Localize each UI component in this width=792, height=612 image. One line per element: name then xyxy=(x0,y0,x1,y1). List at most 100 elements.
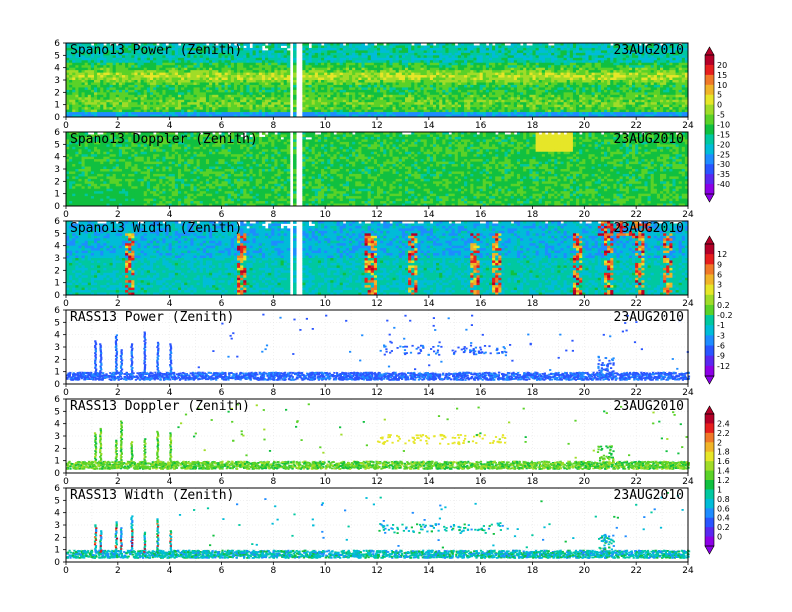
heatmap-cell xyxy=(171,47,176,51)
heatmap-cell xyxy=(467,43,471,46)
heatmap-cell xyxy=(451,112,456,115)
heatmap-cell xyxy=(588,97,592,101)
heatmap-cell xyxy=(286,52,291,56)
heatmap-cell xyxy=(66,87,70,91)
heatmap-cell xyxy=(84,104,89,108)
heatmap-cell xyxy=(159,104,163,108)
heatmap-cell xyxy=(327,75,331,78)
heatmap-cell xyxy=(398,45,403,49)
heatmap-cell xyxy=(265,82,269,86)
heatmap-cell xyxy=(237,104,241,108)
heatmap-cell xyxy=(308,77,313,81)
heatmap-cell xyxy=(143,43,148,46)
heatmap-cell xyxy=(339,57,344,61)
heatmap-cell xyxy=(529,112,533,115)
heatmap-cell xyxy=(78,52,82,56)
heatmap-cell xyxy=(146,97,151,101)
heatmap-cell xyxy=(526,55,530,59)
heatmap-cell xyxy=(112,62,117,66)
heatmap-cell xyxy=(439,77,443,81)
heatmap-cell xyxy=(355,104,359,108)
heatmap-cell xyxy=(125,82,129,86)
heatmap-cell xyxy=(541,57,546,61)
heatmap-cell xyxy=(398,75,403,78)
heatmap-cell xyxy=(196,52,201,56)
heatmap-cell xyxy=(544,72,549,76)
heatmap-cell xyxy=(532,75,537,78)
heatmap-cell xyxy=(358,65,362,69)
heatmap-cell xyxy=(209,89,213,93)
heatmap-cell xyxy=(69,109,73,113)
heatmap-cell xyxy=(140,62,145,66)
heatmap-cell xyxy=(523,70,527,73)
heatmap-cell xyxy=(69,107,73,110)
heatmap-cell xyxy=(526,67,530,71)
heatmap-cell xyxy=(143,89,148,93)
heatmap-cell xyxy=(349,114,353,118)
heatmap-cell xyxy=(532,67,537,71)
heatmap-cell xyxy=(193,92,198,96)
heatmap-cell xyxy=(218,104,222,108)
heatmap-cell xyxy=(109,70,114,73)
heatmap-cell xyxy=(501,45,505,49)
heatmap-cell xyxy=(451,60,456,64)
heatmap-cell xyxy=(265,45,269,49)
heatmap-cell xyxy=(72,75,76,78)
heatmap-cell xyxy=(196,82,201,86)
heatmap-cell xyxy=(159,52,163,56)
heatmap-cell xyxy=(72,114,76,118)
heatmap-cell xyxy=(513,84,518,88)
heatmap-cell xyxy=(439,80,443,83)
heatmap-cell xyxy=(255,47,260,51)
heatmap-cell xyxy=(442,75,446,78)
heatmap-cell xyxy=(233,60,238,64)
heatmap-cell xyxy=(271,97,275,101)
heatmap-cell xyxy=(283,99,288,103)
heatmap-cell xyxy=(268,112,272,115)
heatmap-cell xyxy=(314,70,319,73)
heatmap-cell xyxy=(134,60,138,64)
heatmap-cell xyxy=(81,94,86,98)
heatmap-cell xyxy=(177,57,182,61)
heatmap-cell xyxy=(215,107,219,110)
heatmap-cell xyxy=(277,67,281,71)
heatmap-cell xyxy=(457,45,462,49)
heatmap-cell xyxy=(457,75,462,78)
heatmap-cell xyxy=(327,47,331,51)
heatmap-cell xyxy=(75,99,79,103)
heatmap-cell xyxy=(557,82,561,86)
heatmap-cell xyxy=(205,52,210,56)
heatmap-cell xyxy=(367,112,372,115)
heatmap-cell xyxy=(137,109,142,113)
heatmap-cell xyxy=(355,82,359,86)
heatmap-cell xyxy=(190,57,194,61)
heatmap-cell xyxy=(404,104,409,108)
heatmap-cell xyxy=(90,112,95,115)
heatmap-cell xyxy=(125,45,129,49)
heatmap-cell xyxy=(358,72,362,76)
heatmap-cell xyxy=(243,104,247,108)
heatmap-cell xyxy=(314,55,319,59)
heatmap-cell xyxy=(532,60,537,64)
heatmap-cell xyxy=(265,87,269,91)
heatmap-cell xyxy=(128,72,132,76)
heatmap-cell xyxy=(404,72,409,76)
heatmap-cell xyxy=(327,84,331,88)
heatmap-cell xyxy=(460,82,465,86)
heatmap-cell xyxy=(423,72,428,76)
heatmap-cell xyxy=(106,104,110,108)
heatmap-cell xyxy=(426,102,431,106)
heatmap-cell xyxy=(187,112,191,115)
heatmap-cell xyxy=(333,87,337,91)
heatmap-cell xyxy=(349,52,353,56)
heatmap-cell xyxy=(339,50,344,54)
heatmap-cell xyxy=(271,92,275,96)
heatmap-cell xyxy=(529,57,533,61)
heatmap-cell xyxy=(174,60,179,64)
heatmap-cell xyxy=(572,70,577,73)
heatmap-cell xyxy=(448,43,453,46)
heatmap-cell xyxy=(100,43,104,46)
heatmap-cell xyxy=(364,114,369,118)
heatmap-cell xyxy=(75,97,79,101)
heatmap-cell xyxy=(121,45,126,49)
